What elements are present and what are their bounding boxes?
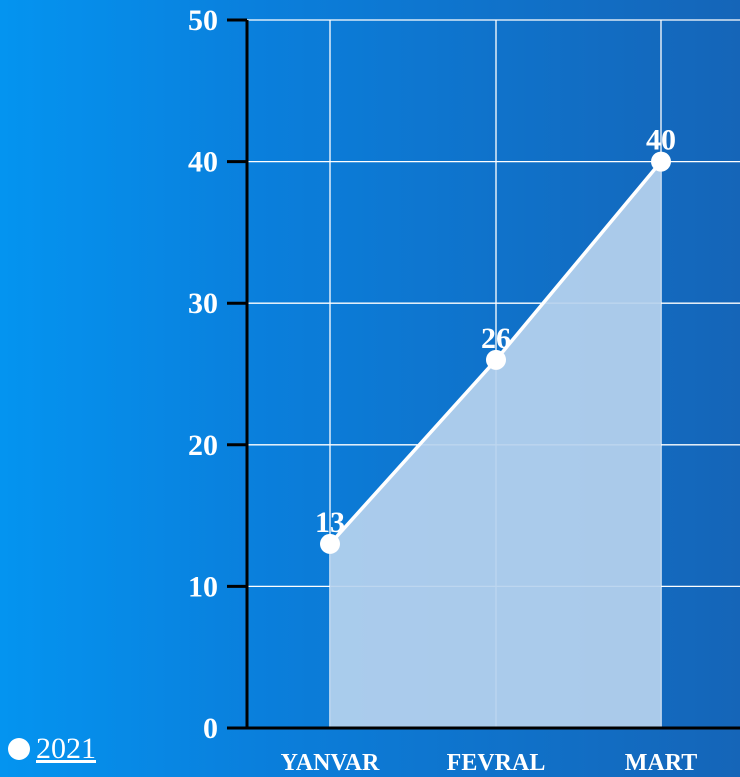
y-tick-label: 30 (188, 287, 218, 320)
y-tick-label: 10 (188, 570, 218, 603)
y-tick-label: 40 (188, 146, 218, 179)
data-point[interactable] (320, 533, 340, 554)
legend[interactable]: 2021 (8, 732, 96, 766)
y-tick-label: 20 (188, 429, 218, 462)
data-labels: 13 26 40 (315, 124, 676, 539)
y-tick-label: 50 (188, 4, 218, 37)
x-tick-label: FEVRAL (447, 750, 546, 776)
data-point[interactable] (651, 151, 671, 172)
legend-marker-icon (8, 738, 30, 760)
x-tick-label: MART (625, 750, 697, 776)
data-point[interactable] (486, 349, 506, 370)
data-label: 13 (315, 506, 345, 539)
axes (245, 20, 740, 730)
x-tick-label: YANVAR (281, 750, 380, 776)
x-axis-ticks: YANVAR FEVRAL MART (281, 750, 698, 776)
series-area-fill (330, 161, 661, 729)
data-label: 26 (481, 322, 511, 355)
data-points (320, 151, 671, 554)
legend-series-name[interactable]: 2021 (36, 732, 96, 765)
data-label: 40 (646, 124, 676, 157)
y-axis-ticks: 0 10 20 30 40 50 (188, 4, 247, 745)
y-tick-label: 0 (203, 712, 218, 745)
